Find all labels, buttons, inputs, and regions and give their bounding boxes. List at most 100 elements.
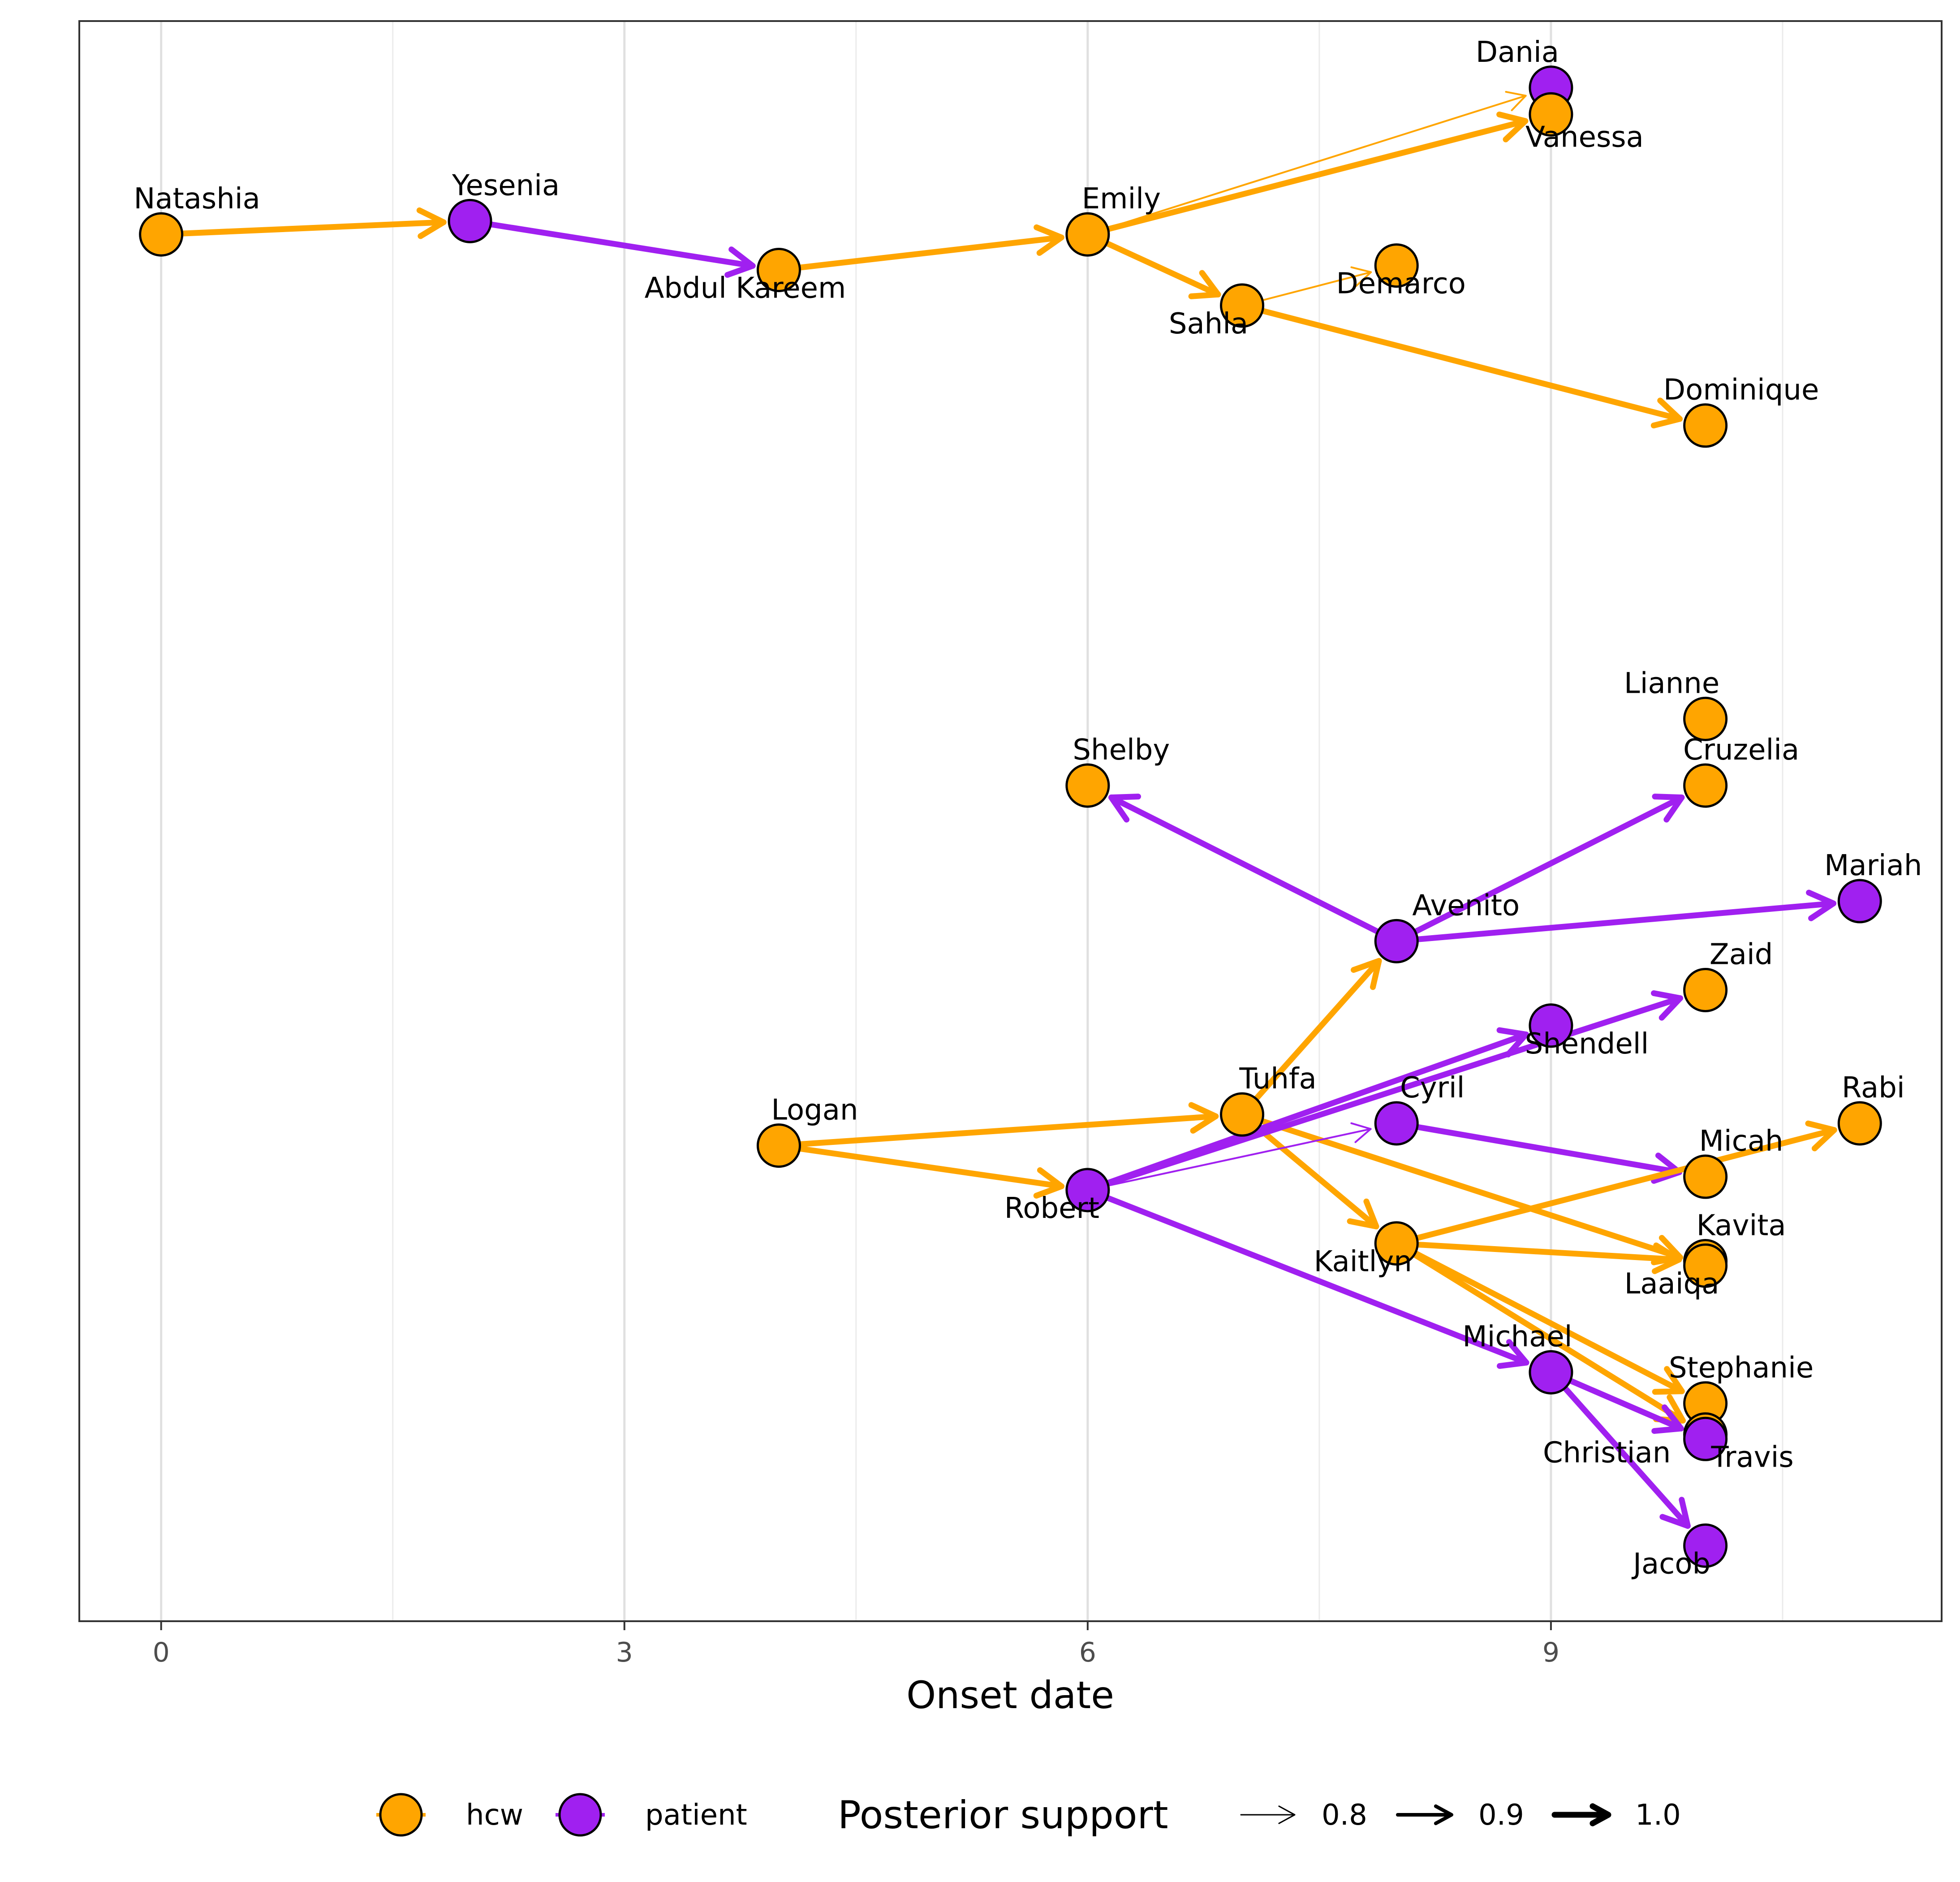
legend-support-label: 1.0 (1635, 1799, 1681, 1832)
transmission-edge (775, 1143, 1064, 1189)
edge-arrowhead (724, 246, 756, 278)
edge-arrowhead (1496, 1027, 1529, 1058)
legend-support-label: 0.9 (1478, 1799, 1524, 1832)
edge-arrowhead (1350, 1122, 1372, 1143)
case-node (1683, 763, 1728, 808)
edge-arrowhead (1505, 91, 1527, 112)
edge-arrowhead (1806, 889, 1837, 921)
legend: hcw patient Posterior support 0.8 0.9 1.0 (376, 1793, 1681, 1838)
case-label: Vanessa (1525, 121, 1644, 154)
case-node (1220, 1092, 1265, 1137)
transmission-edge (1239, 302, 1683, 422)
case-node (1683, 696, 1728, 741)
case-label: Dania (1476, 36, 1559, 69)
legend-posterior-title: Posterior support (838, 1793, 1168, 1838)
edge-arrowhead (1347, 1198, 1379, 1230)
case-label: Rabi (1842, 1071, 1905, 1105)
legend-hcw-label: hcw (466, 1799, 523, 1832)
edge-arrowhead (1188, 270, 1221, 299)
transmission-edge (775, 234, 1064, 273)
transmission-edge (775, 1113, 1219, 1149)
edge-arrowhead (1434, 1804, 1453, 1826)
case-label: Demarco (1336, 268, 1465, 301)
edge-arrowhead (1350, 958, 1382, 990)
case-node (1374, 243, 1419, 288)
case-label: Natashia (134, 182, 260, 216)
edge-arrowhead (1652, 1366, 1685, 1395)
transmission-edge (1108, 794, 1400, 944)
transmission-edge (1393, 1127, 1837, 1247)
transmission-edge (1393, 1240, 1682, 1263)
transmission-edge (1085, 1032, 1529, 1193)
legend-hcw-swatch (379, 1793, 423, 1837)
plot-border (78, 20, 1943, 1622)
case-node (1683, 1154, 1728, 1199)
case-node (1065, 212, 1110, 257)
case-label: Emily (1082, 182, 1161, 216)
transmission-edges (158, 91, 1837, 1529)
case-node (1065, 763, 1110, 808)
edge-arrowhead (1188, 1102, 1219, 1134)
case-node (1529, 1350, 1573, 1395)
case-label: Travis (1711, 1441, 1794, 1474)
transmission-edge (1086, 95, 1527, 236)
transmission-edge (1085, 118, 1529, 237)
edge-arrowhead (416, 207, 447, 239)
case-node (1529, 92, 1573, 137)
edge-arrowhead (1651, 1404, 1684, 1434)
x-tick-label: 3 (616, 1637, 633, 1668)
edge-arrowhead (1496, 111, 1529, 142)
x-tick-label: 0 (153, 1637, 170, 1668)
edge-arrowhead (1651, 990, 1683, 1021)
case-node (1374, 1101, 1419, 1146)
edge-arrowhead (1590, 1803, 1611, 1826)
transmission-edge (1393, 1120, 1682, 1175)
transmission-edge (1393, 794, 1685, 944)
x-tick-label: 9 (1542, 1637, 1559, 1668)
case-node (1374, 1221, 1419, 1266)
case-label: Lianne (1624, 667, 1719, 700)
case-label: Kavita (1697, 1209, 1786, 1243)
case-node (1220, 283, 1265, 328)
x-tick-label: 6 (1079, 1637, 1096, 1668)
case-label: Cyril (1400, 1071, 1465, 1105)
case-node (1683, 403, 1728, 448)
transmission-edge (1085, 231, 1221, 298)
transmission-edge (1239, 958, 1382, 1118)
case-label: Yesenia (452, 169, 560, 202)
case-node (1837, 879, 1882, 924)
transmission-edge (1241, 271, 1372, 306)
case-node (448, 199, 492, 243)
case-label: Jacob (1631, 1547, 1710, 1580)
case-node (1683, 1523, 1728, 1568)
edge-arrowhead (1659, 1497, 1691, 1529)
transmission-edge (1548, 1369, 1684, 1432)
case-label: Zaid (1710, 938, 1773, 971)
edge-arrowhead (1034, 224, 1064, 256)
x-axis-title: Onset date (906, 1673, 1114, 1717)
case-node (1683, 1243, 1728, 1288)
case-node (1683, 967, 1728, 1012)
edge-arrowhead (1805, 1120, 1837, 1152)
edge-arrowhead (1278, 1805, 1296, 1824)
case-label: Kaitlyn (1314, 1245, 1412, 1278)
case-node (1529, 1003, 1573, 1048)
case-label: Stephanie (1669, 1351, 1814, 1385)
edge-arrowhead (1350, 266, 1372, 287)
case-node (1837, 1101, 1882, 1146)
edge-arrowhead (1650, 397, 1683, 429)
x-axis: 0 3 6 9 (153, 1621, 1559, 1668)
case-nodes (139, 65, 1882, 1568)
case-label: Laaiqa (1624, 1267, 1719, 1300)
case-node (139, 212, 184, 257)
transmission-edge (1393, 1240, 1685, 1394)
transmission-edge (467, 218, 756, 269)
transmission-edge (158, 219, 447, 237)
case-label: Shelby (1073, 734, 1170, 767)
transmission-edge (1086, 1128, 1372, 1191)
edge-arrowhead (1496, 1339, 1529, 1369)
grid-lines (160, 21, 1783, 1621)
transmission-edge (1393, 900, 1837, 944)
case-node (1683, 1416, 1728, 1461)
